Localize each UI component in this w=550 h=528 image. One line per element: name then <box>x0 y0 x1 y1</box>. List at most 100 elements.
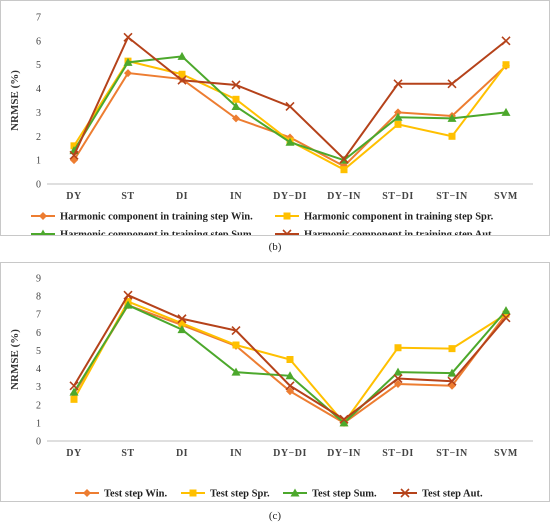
chart-b-data-point <box>232 114 240 123</box>
chart-c-data-point <box>447 376 457 386</box>
chart-c-legend-label: Test step Aut. <box>422 489 483 500</box>
chart-c-y-tick-label: 2 <box>36 400 41 411</box>
chart-c-legend-marker <box>83 489 91 497</box>
chart-c-x-tick-label: DY−IN <box>327 448 361 459</box>
chart-c-y-axis-label: NRMSE (%) <box>9 329 21 390</box>
chart-c-data-point <box>501 313 511 323</box>
chart-b-data-point <box>124 69 132 78</box>
chart-c-data-point <box>394 379 402 388</box>
chart-c-data-point <box>285 381 295 391</box>
chart-b-y-tick-label: 6 <box>36 36 41 47</box>
chart-c-x-tick-label: DY−DI <box>273 448 307 459</box>
chart-c-x-tick-label: IN <box>230 448 242 459</box>
caption-c: (c) <box>268 510 282 522</box>
chart-b-y-tick-label: 2 <box>36 132 41 143</box>
chart-c-data-point <box>70 395 78 403</box>
chart-b-data-point <box>501 36 511 46</box>
chart-b-series-3 <box>69 32 511 164</box>
chart-b-legend-entry: Harmonic component in training step Aut. <box>275 229 495 241</box>
chart-b-data-point <box>69 150 79 160</box>
chart-c-y-tick-label: 7 <box>36 310 41 321</box>
chart-b-x-tick-label: DI <box>176 191 188 202</box>
chart-c-data-point <box>393 373 403 384</box>
chart-b-data-point <box>70 142 78 150</box>
chart-b-data-point <box>393 79 403 89</box>
chart-b-data-point <box>339 154 349 164</box>
chart-b-series-0 <box>70 61 510 171</box>
chart-b-data-point <box>232 95 240 103</box>
chart-b-data-point <box>123 32 133 42</box>
chart-b-y-tick-label: 0 <box>36 180 41 191</box>
chart-b-data-point <box>177 75 187 85</box>
chart-c-data-point <box>177 325 187 334</box>
chart-b-data-point <box>448 132 456 140</box>
chart-c-data-point <box>448 345 456 353</box>
chart-b-data-point <box>178 70 186 78</box>
chart-c-data-point <box>231 325 241 336</box>
chart-b-legend-marker <box>283 212 291 220</box>
chart-b-x-tick-label: IN <box>230 191 242 202</box>
chart-c-data-point <box>447 368 457 377</box>
chart-b-x-tick-label: ST <box>121 191 134 202</box>
chart-b-data-point <box>394 108 402 117</box>
chart-b-data-point <box>285 101 295 112</box>
chart-c-data-point <box>393 367 403 376</box>
chart-c-y-tick-label: 5 <box>36 346 41 357</box>
chart-b-x-tick-label: DY−IN <box>327 191 361 202</box>
chart-b-y-tick-label: 5 <box>36 60 41 71</box>
chart-c-data-point <box>232 341 240 349</box>
chart-c-y-tick-label: 8 <box>36 292 41 303</box>
chart-c-legend-entry: Test step Win. <box>75 489 167 500</box>
chart-c-svg: 0 1 2 3 4 5 6 7 8 9 DY ST DI IN DY−DI DY−IN ST−DI ST−IN SV… <box>9 274 533 500</box>
chart-b-data-point <box>447 79 457 89</box>
chart-b-data-point <box>447 113 457 122</box>
chart-b-legend-marker <box>39 212 47 220</box>
chart-c-data-point <box>123 300 133 309</box>
chart-c-data-point <box>286 356 294 363</box>
chart-c-data-point <box>231 367 241 376</box>
chart-b-legend-label: Harmonic component in training step Spr. <box>304 212 494 223</box>
chart-c-legend-marker <box>189 489 197 497</box>
chart-c-data-point <box>286 387 294 396</box>
chart-c-y-tick-label: 6 <box>36 328 41 339</box>
chart-b-data-point <box>123 57 133 66</box>
chart-b-data-point <box>177 51 187 60</box>
chart-c-data-point <box>285 371 295 380</box>
chart-c-series-1 <box>70 298 510 427</box>
chart-b-svg: 0 1 2 3 4 5 6 7 DY ST DI IN DY−DI DY−IN ST−DI ST−IN SVM N… <box>9 13 533 241</box>
chart-b-y-tick-label: 4 <box>36 84 41 95</box>
chart-b-data-point <box>340 166 348 174</box>
chart-c-data-point <box>502 310 510 318</box>
chart-c-data-point <box>339 414 349 424</box>
chart-b-data-point <box>285 137 295 146</box>
chart-b-legend-entry: Harmonic component in training step Win. <box>31 212 253 223</box>
chart-c-series-line <box>73 303 507 425</box>
chart-c-series-3 <box>69 290 511 424</box>
chart-c-legend-label: Test step Sum. <box>312 489 377 500</box>
chart-b-y-tick-label: 3 <box>36 108 41 119</box>
chart-b-y-tick-label: 7 <box>36 13 41 24</box>
chart-c-x-tick-label: DI <box>176 448 188 459</box>
chart-c-x-tick-label: ST <box>121 448 134 459</box>
chart-c-x-tick-label: ST−IN <box>436 448 468 459</box>
chart-b-legend-entry: Harmonic component in training step Spr. <box>275 212 494 223</box>
chart-c-x-tick-label: ST−DI <box>382 448 414 459</box>
chart-c-series-line <box>73 303 507 425</box>
chart-b-data-point <box>394 120 402 128</box>
chart-c-data-point <box>394 344 402 352</box>
chart-b-x-tick-label: SVM <box>494 191 518 202</box>
chart-b-legend-entry: Harmonic component in training step Sum. <box>31 229 255 241</box>
chart-b-data-point <box>231 101 241 110</box>
chart-c-data-point <box>123 290 133 300</box>
chart-c-y-tick-label: 1 <box>36 418 41 429</box>
chart-b-x-tick-label: ST−IN <box>436 191 468 202</box>
chart-c-data-point <box>69 387 79 396</box>
chart-panel-c: 0 1 2 3 4 5 6 7 8 9 DY ST DI IN DY−DI DY−IN ST−DI ST−IN SV… <box>0 262 550 502</box>
chart-c-y-tick-label: 4 <box>36 364 41 375</box>
chart-c-legend-entry: Test step Aut. <box>393 488 483 500</box>
chart-c-x-tick-label: SVM <box>494 448 518 459</box>
chart-b-y-tick-label: 1 <box>36 156 41 167</box>
chart-c-data-point <box>69 381 79 391</box>
chart-b-y-axis-label: NRMSE (%) <box>9 70 21 131</box>
chart-c-y-tick-label: 9 <box>36 274 41 285</box>
